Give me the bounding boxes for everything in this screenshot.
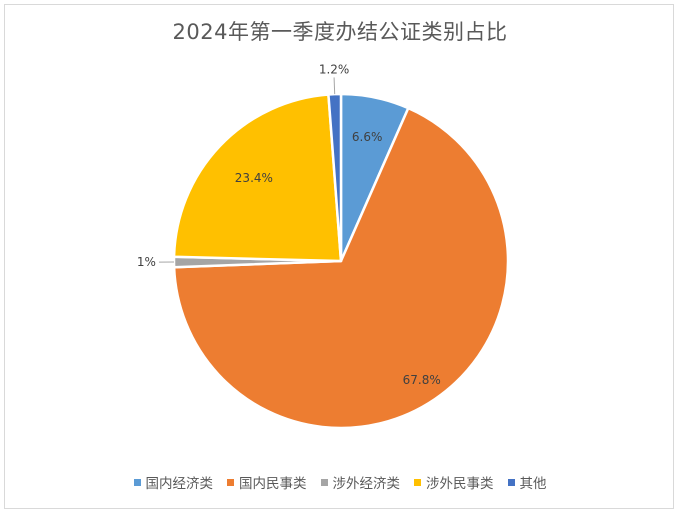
data-label-4: 23.4%: [235, 171, 273, 185]
legend-swatch-4: [414, 478, 421, 486]
legend-item-2: 国内民事类: [227, 472, 307, 492]
chart-legend: 国内经济类 国内民事类 涉外经济类 涉外民事类 其他: [0, 472, 680, 492]
pie-slice-4: [172, 93, 343, 263]
legend-label-3: 涉外经济类: [332, 476, 401, 492]
leader-line-5: [333, 77, 336, 95]
legend-label-4: 涉外民事类: [426, 476, 494, 492]
legend-item-5: 其他: [507, 472, 547, 492]
legend-label-5: 其他: [519, 476, 547, 492]
legend-label-2: 国内民事类: [239, 476, 307, 492]
legend-swatch-2: [227, 478, 234, 486]
legend-swatch-1: [133, 478, 141, 486]
legend-item-1: 国内经济类: [133, 472, 214, 492]
data-label-1: 6.6%: [352, 130, 383, 144]
legend-label-1: 国内经济类: [145, 476, 214, 492]
legend-item-3: 涉外经济类: [320, 472, 401, 492]
chart-title: 2024年第一季度办结公证类别占比: [172, 20, 508, 44]
data-label-5: 1.2%: [319, 62, 350, 76]
pie-slice-2: [172, 106, 510, 430]
legend-swatch-5: [507, 478, 515, 486]
legend-swatch-3: [320, 478, 328, 486]
legend-item-4: 涉外民事类: [414, 472, 494, 492]
data-label-3: 1%: [137, 255, 156, 269]
data-label-2: 67.8%: [403, 373, 441, 387]
